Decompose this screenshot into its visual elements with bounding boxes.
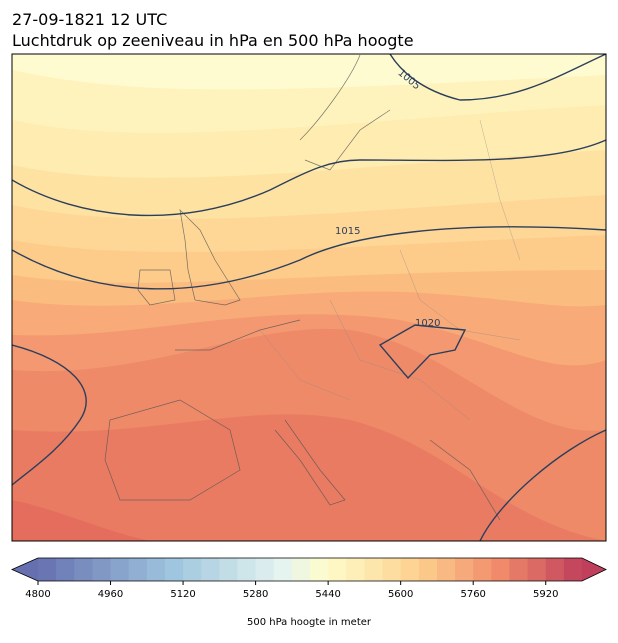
colorbar-tick-label: 5120 — [170, 589, 195, 600]
colorbar-band — [237, 558, 257, 581]
colorbar-band — [382, 558, 402, 581]
colorbar-extend-high — [582, 558, 606, 581]
contour-label: 1020 — [415, 318, 440, 329]
colorbar-band — [219, 558, 238, 581]
map: 1005 1015 1020 — [12, 54, 606, 541]
map-frame — [11, 53, 607, 542]
colorbar-band — [364, 558, 384, 581]
colorbar-band — [273, 558, 293, 581]
colorbar-band — [74, 558, 93, 581]
colorbar-tick-label: 4960 — [98, 589, 123, 600]
colorbar-tick-label: 5280 — [243, 589, 268, 600]
colorbar-band — [509, 558, 529, 581]
colorbar-band — [545, 558, 565, 581]
colorbar-tick-label: 4800 — [25, 589, 50, 600]
colorbar-band — [400, 558, 420, 581]
colorbar-tick-label: 5440 — [315, 589, 340, 600]
colorbar: 4800 4960 5120 5280 5440 5600 5760 5920 — [11, 557, 607, 600]
title: Luchtdruk op zeeniveau in hPa en 500 hPa… — [12, 31, 414, 50]
colorbar-band — [146, 558, 166, 581]
colorbar-band — [92, 558, 112, 581]
colorbar-band — [436, 558, 456, 581]
colorbar-band — [310, 558, 329, 581]
colorbar-band — [291, 558, 311, 581]
colorbar-tick-label: 5920 — [533, 589, 558, 600]
colorbar-band — [38, 558, 57, 581]
colorbar-band — [473, 558, 492, 581]
colorbar-outline — [11, 557, 607, 582]
colorbar-band — [491, 558, 510, 581]
colorbar-tick-label: 5760 — [460, 589, 485, 600]
colorbar-band — [183, 558, 202, 581]
colorbar-band — [328, 558, 347, 581]
colorbar-band — [255, 558, 275, 581]
colorbar-band — [418, 558, 438, 581]
colorbar-band — [164, 558, 184, 581]
colorbar-tick-label: 5600 — [388, 589, 413, 600]
colorbar-extend-low — [12, 558, 38, 581]
colorbar-band — [201, 558, 220, 581]
colorbar-band — [346, 558, 365, 581]
colorbar-band — [110, 558, 130, 581]
colorbar-band — [563, 558, 583, 581]
colorbar-band — [455, 558, 474, 581]
contour-label: 1015 — [335, 226, 360, 237]
date: 27-09-1821 12 UTC — [12, 10, 167, 29]
colorbar-band — [527, 558, 547, 581]
colorbar-label: 500 hPa hoogte in meter — [247, 617, 372, 628]
colorbar-band — [56, 558, 75, 581]
colorbar-band — [128, 558, 148, 581]
